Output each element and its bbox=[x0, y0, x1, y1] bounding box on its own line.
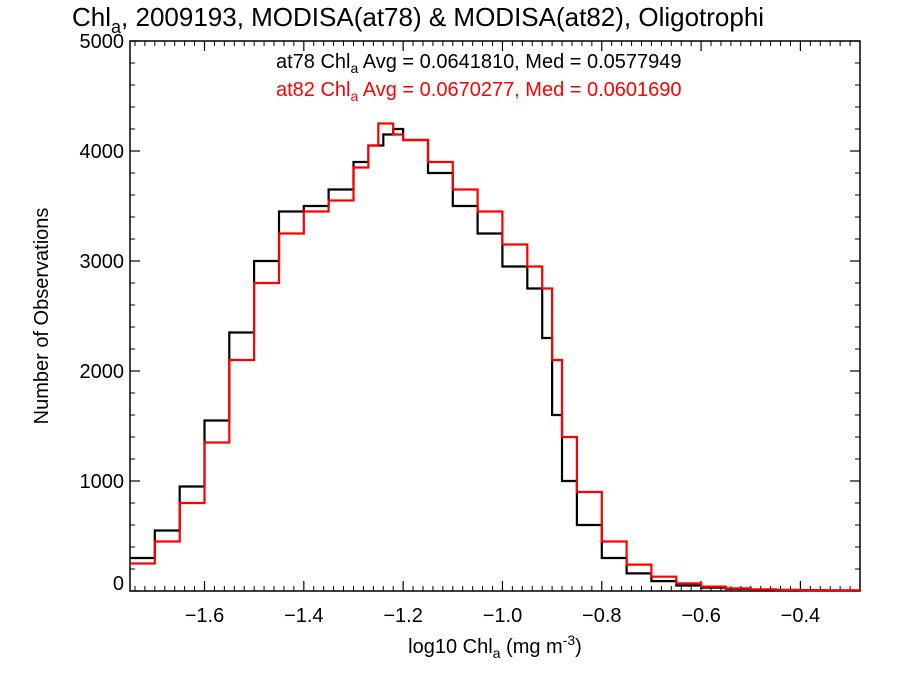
y-tick-label: 3000 bbox=[80, 251, 125, 273]
series-group bbox=[130, 122, 862, 592]
x-tick-label: −1.6 bbox=[185, 605, 224, 627]
x-tick-label: −1.2 bbox=[383, 605, 422, 627]
x-tick-label: −0.6 bbox=[681, 605, 720, 627]
x-tick-label: −1.0 bbox=[483, 605, 522, 627]
x-axis-label: log10 Chla (mg m-3) bbox=[408, 632, 582, 661]
x-tick-label: −1.4 bbox=[284, 605, 323, 627]
y-tick-label: 4000 bbox=[80, 141, 125, 163]
y-tick-label: 0 bbox=[113, 573, 124, 595]
y-axis: 0 1000 2000 3000 4000 5000 bbox=[80, 31, 860, 595]
y-tick-label: 5000 bbox=[80, 31, 125, 53]
plot-frame bbox=[129, 40, 861, 592]
y-tick-label: 2000 bbox=[80, 361, 125, 383]
x-tick-label: −0.4 bbox=[781, 605, 820, 627]
legend-at78: at78 Chla Avg = 0.0641810, Med = 0.05779… bbox=[276, 51, 682, 76]
y-axis-label: Number of Observations bbox=[31, 208, 53, 425]
series-at82-line bbox=[130, 122, 862, 592]
x-axis: −1.6 −1.4 −1.2 −1.0 −0.8 −0.6 −0.4 bbox=[134, 41, 861, 627]
chart-title: Chla, 2009193, MODISA(at78) & MODISA(at8… bbox=[72, 2, 764, 37]
legend-at82: at82 Chla Avg = 0.0670277, Med = 0.06016… bbox=[276, 79, 682, 104]
x-tick-label: −0.8 bbox=[582, 605, 621, 627]
y-tick-label: 1000 bbox=[80, 471, 125, 493]
